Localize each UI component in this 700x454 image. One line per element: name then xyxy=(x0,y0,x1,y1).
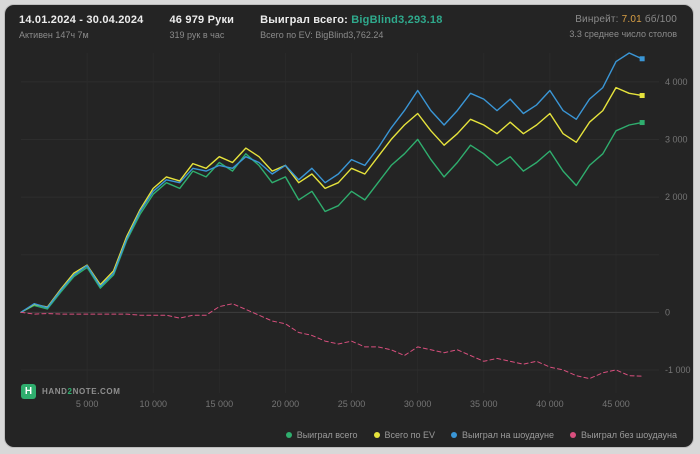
svg-text:30 000: 30 000 xyxy=(404,399,432,409)
won-total-label: Выиграл всего: xyxy=(260,14,349,26)
active-time: Активен 147ч 7м xyxy=(19,30,89,40)
svg-text:15 000: 15 000 xyxy=(206,399,234,409)
winrate-block: Винрейт: 7.01 бб/100 3.3 среднее число с… xyxy=(569,14,677,39)
ev-total-label: Всего по EV: xyxy=(260,30,313,40)
hands-count: 46 979 Руки xyxy=(169,14,235,26)
svg-text:2 000: 2 000 xyxy=(665,192,688,202)
hands-block: 46 979 Руки 319 рук в час xyxy=(169,14,234,40)
avg-tables: 3.3 среднее число столов xyxy=(569,29,677,39)
svg-text:25 000: 25 000 xyxy=(338,399,366,409)
app-window: 14.01.2024 - 30.04.2024 Активен 147ч 7м … xyxy=(4,4,694,448)
won-total-dot-icon xyxy=(285,432,292,438)
svg-text:45 000: 45 000 xyxy=(602,399,630,409)
svg-text:-1 000: -1 000 xyxy=(665,365,691,375)
showdown-dot-icon xyxy=(451,432,458,438)
svg-text:5 000: 5 000 xyxy=(76,399,99,409)
no-showdown-dot-icon xyxy=(570,432,576,438)
winnings-chart[interactable]: 5 000 10 000 15 000 20 000 25 000 30 000 35 00… xyxy=(13,47,691,415)
legend-item-ev-total[interactable]: Всего по EV xyxy=(373,430,436,440)
legend-label: Выиграл всего xyxy=(296,430,358,440)
legend-item-no-showdown[interactable]: Выиграл без шоудауна xyxy=(570,430,677,440)
svg-text:10 000: 10 000 xyxy=(139,399,167,409)
legend-label: Выиграл на шоудауне xyxy=(462,430,554,440)
date-range: 14.01.2024 - 30.04.2024 xyxy=(19,14,144,26)
hand2note-logo: H HAND2NOTE.COM xyxy=(21,384,121,399)
hand2note-logo-icon: H xyxy=(21,384,36,399)
svg-text:0: 0 xyxy=(665,307,670,317)
svg-text:35 000: 35 000 xyxy=(470,399,498,409)
chart-area: 5 000 10 000 15 000 20 000 25 000 30 000 35 00… xyxy=(5,45,693,415)
svg-text:3 000: 3 000 xyxy=(665,134,688,144)
won-total-value: BigBlind3,293.18 xyxy=(351,14,443,26)
hand2note-logo-text: HAND2NOTE.COM xyxy=(42,387,121,396)
stats-header: 14.01.2024 - 30.04.2024 Активен 147ч 7м … xyxy=(5,5,693,45)
legend-item-showdown[interactable]: Выиграл на шоудауне xyxy=(451,430,554,440)
winnings-block: Выиграл всего: BigBlind3,293.18 Всего по… xyxy=(260,14,442,40)
ev-total-value: BigBlind3,762.24 xyxy=(315,30,384,40)
ev-total-dot-icon xyxy=(373,432,380,438)
svg-text:20 000: 20 000 xyxy=(272,399,300,409)
winrate-label: Винрейт: xyxy=(575,14,619,25)
winrate-unit: бб/100 xyxy=(644,14,677,25)
legend-label: Всего по EV xyxy=(384,430,436,440)
legend-label: Выиграл без шоудауна xyxy=(581,430,677,440)
hands-per-hour: 319 рук в час xyxy=(169,30,225,40)
chart-legend: Выиграл всего Всего по EV Выиграл на шоу… xyxy=(285,430,677,440)
winrate-value: 7.01 xyxy=(621,14,642,25)
legend-item-won-total[interactable]: Выиграл всего xyxy=(285,430,358,440)
svg-text:4 000: 4 000 xyxy=(665,77,688,87)
date-range-block: 14.01.2024 - 30.04.2024 Активен 147ч 7м xyxy=(19,14,143,40)
svg-text:40 000: 40 000 xyxy=(536,399,564,409)
